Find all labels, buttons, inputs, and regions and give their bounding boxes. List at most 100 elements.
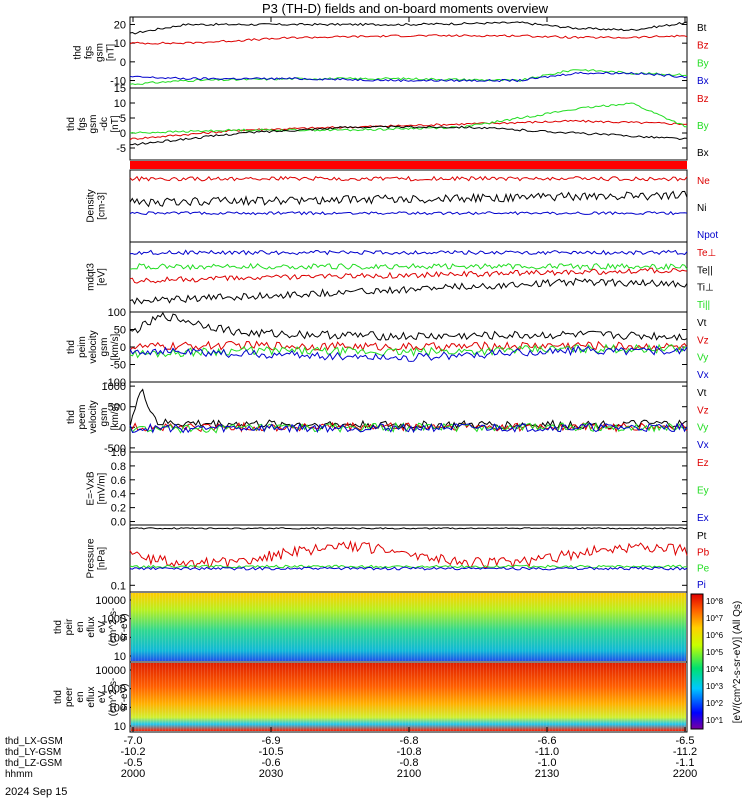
colorbar-tick-label: 10^1	[706, 716, 724, 725]
legend-label: Ni	[697, 203, 706, 214]
colorbar: 10^8 10^7 10^6 10^5 10^4 10^3 10^2 10^1 [eV/(cm^…	[690, 593, 743, 730]
trace-green	[129, 564, 688, 569]
y-axis-label: velocity	[88, 400, 99, 433]
panel-efield: E=-VxB [mV/m] 1.0 0.8 0.6 0.4 0.2 0.0 Ez Ey Ex	[86, 447, 709, 529]
y-tick-label: 10	[114, 721, 126, 733]
x-tick-label: -1.1	[676, 757, 695, 769]
colorbar-tick-label: 10^4	[706, 665, 724, 674]
panel-fgs_gsm: thd fgs gsm [nT] 20 10 0 -10 Bt Bz By Bx	[73, 16, 709, 89]
legend-label: Bz	[697, 41, 709, 52]
y-tick-label: 1000	[102, 684, 126, 696]
x-tick-label: 2200	[673, 768, 697, 780]
series-Bx-fgs_gsm_dc	[130, 125, 688, 146]
x-axis-row-label: thd_LZ-GSM	[5, 758, 62, 769]
series-By-fgs_gsm_dc	[129, 102, 688, 134]
trace-black	[129, 527, 688, 530]
colorbar-scale	[690, 593, 704, 730]
y-tick-label: 0	[120, 128, 126, 140]
y-tick-label: 10000	[95, 595, 126, 607]
y-tick-label: 0	[120, 57, 126, 69]
x-axis-row-label: thd_LY-GSM	[5, 747, 61, 758]
y-axis-label: en	[75, 691, 86, 702]
y-axis-label: sr-eV)	[119, 683, 130, 710]
colorbar-tick-label: 10^6	[706, 631, 724, 640]
x-tick-label: -11.0	[535, 746, 559, 758]
y-axis-label: sr-eV)	[119, 613, 130, 640]
y-axis-label: fgs	[77, 117, 88, 130]
y-tick-label: -10	[110, 76, 126, 88]
x-tick-label: -1.0	[538, 757, 557, 769]
x-tick-label: -10.8	[396, 746, 421, 758]
y-axis-label: Pressure	[86, 538, 97, 578]
x-tick-label: -11.2	[673, 746, 697, 758]
y-axis-label: eV	[97, 691, 108, 704]
panel-peer_spec: thd peer en eflux eV (cm^2-s-sr-eV) 10000 1000 1…	[53, 661, 688, 733]
x-tick-label: -0.6	[262, 757, 281, 769]
legend-label: Ez	[697, 458, 709, 469]
legend-label: Vx	[697, 440, 709, 451]
y-tick-label: 1000	[102, 381, 126, 393]
x-tick-label: 2100	[397, 768, 421, 780]
y-axis-label: eV	[97, 621, 108, 634]
legend-label: Bx	[697, 76, 709, 87]
y-axis-label: gsm	[95, 43, 106, 62]
y-axis-label: en	[75, 621, 86, 632]
y-tick-label: 1000	[102, 614, 126, 626]
y-axis-label: thd	[73, 46, 84, 60]
spectrogram-texture	[131, 593, 686, 661]
y-tick-label: 0	[120, 422, 126, 434]
panel-peim_velocity: thd peim velocity gsm [km/s] 100 50 0 -50 -100 Vt V…	[66, 307, 709, 389]
y-tick-label: 50	[114, 325, 126, 337]
x-tick-label: -7.0	[124, 735, 143, 747]
y-tick-label: 10	[114, 38, 126, 50]
legend-label: Pt	[697, 531, 707, 542]
trace-red	[129, 267, 688, 284]
colorbar-tick-label: 10^7	[706, 614, 724, 623]
x-axis-row-label: thd_LX-GSM	[5, 736, 63, 747]
y-axis-label: [nT]	[106, 44, 117, 61]
y-axis-label: peim	[77, 336, 88, 358]
panel-frame	[129, 169, 688, 243]
series-Vz-peim_velocity	[129, 340, 688, 352]
y-axis-label: E=-VxB	[86, 471, 97, 506]
colorbar-tick-label: 10^8	[706, 597, 724, 606]
series-Bz-fgs_gsm	[129, 34, 688, 45]
y-axis-label: mdqt3	[86, 263, 97, 291]
series-Bx-fgs_gsm	[129, 71, 688, 83]
x-axis-block: thd_LX-GSM -7.0 -6.9 -6.8 -6.6 -6.5 thd_LY-GSM…	[5, 17, 697, 780]
x-axis-row-label: hhmm	[5, 769, 33, 780]
y-axis-label: thd	[66, 410, 77, 424]
series-Vy-peem_velocity	[129, 421, 688, 434]
x-tick-label: -6.5	[676, 735, 695, 747]
y-axis-label: [cm-3]	[97, 192, 108, 220]
y-tick-label: 1.0	[111, 447, 126, 459]
x-tick-label: -0.8	[400, 757, 419, 769]
series-Vt-peim_velocity	[129, 312, 688, 342]
trace-blue	[129, 211, 688, 216]
legend-label: Vz	[697, 405, 709, 416]
y-axis-label: [eV]	[97, 268, 108, 286]
y-tick-label: 500	[108, 402, 126, 414]
legend-label: Te⊥	[697, 248, 716, 259]
y-tick-label: 10	[114, 98, 126, 110]
y-axis-label: (cm^2-s-	[108, 608, 119, 647]
panel-temperature: mdqt3 [eV] Te⊥ Te|| Ti⊥ Ti||	[86, 241, 716, 313]
trace-red	[129, 175, 688, 182]
y-axis-label: eflux	[86, 686, 97, 707]
trace-black	[129, 277, 688, 305]
series-Vz-peem_velocity	[129, 421, 688, 433]
trace-blue	[129, 566, 688, 571]
panel-frame	[129, 87, 688, 161]
y-tick-label: 0	[120, 342, 126, 354]
colorbar-tick-label: 10^2	[706, 699, 724, 708]
legend-label: Pi	[697, 580, 706, 591]
y-axis-label: peem	[77, 404, 88, 429]
y-axis-label: eflux	[86, 616, 97, 637]
y-axis-label: gsm	[99, 338, 110, 357]
x-tick-label: -0.5	[124, 757, 143, 769]
y-axis-label: gsm	[88, 115, 99, 134]
y-tick-label: 15	[114, 83, 126, 95]
legend-label: Pe	[697, 564, 710, 575]
y-axis-label: peer	[64, 686, 75, 707]
